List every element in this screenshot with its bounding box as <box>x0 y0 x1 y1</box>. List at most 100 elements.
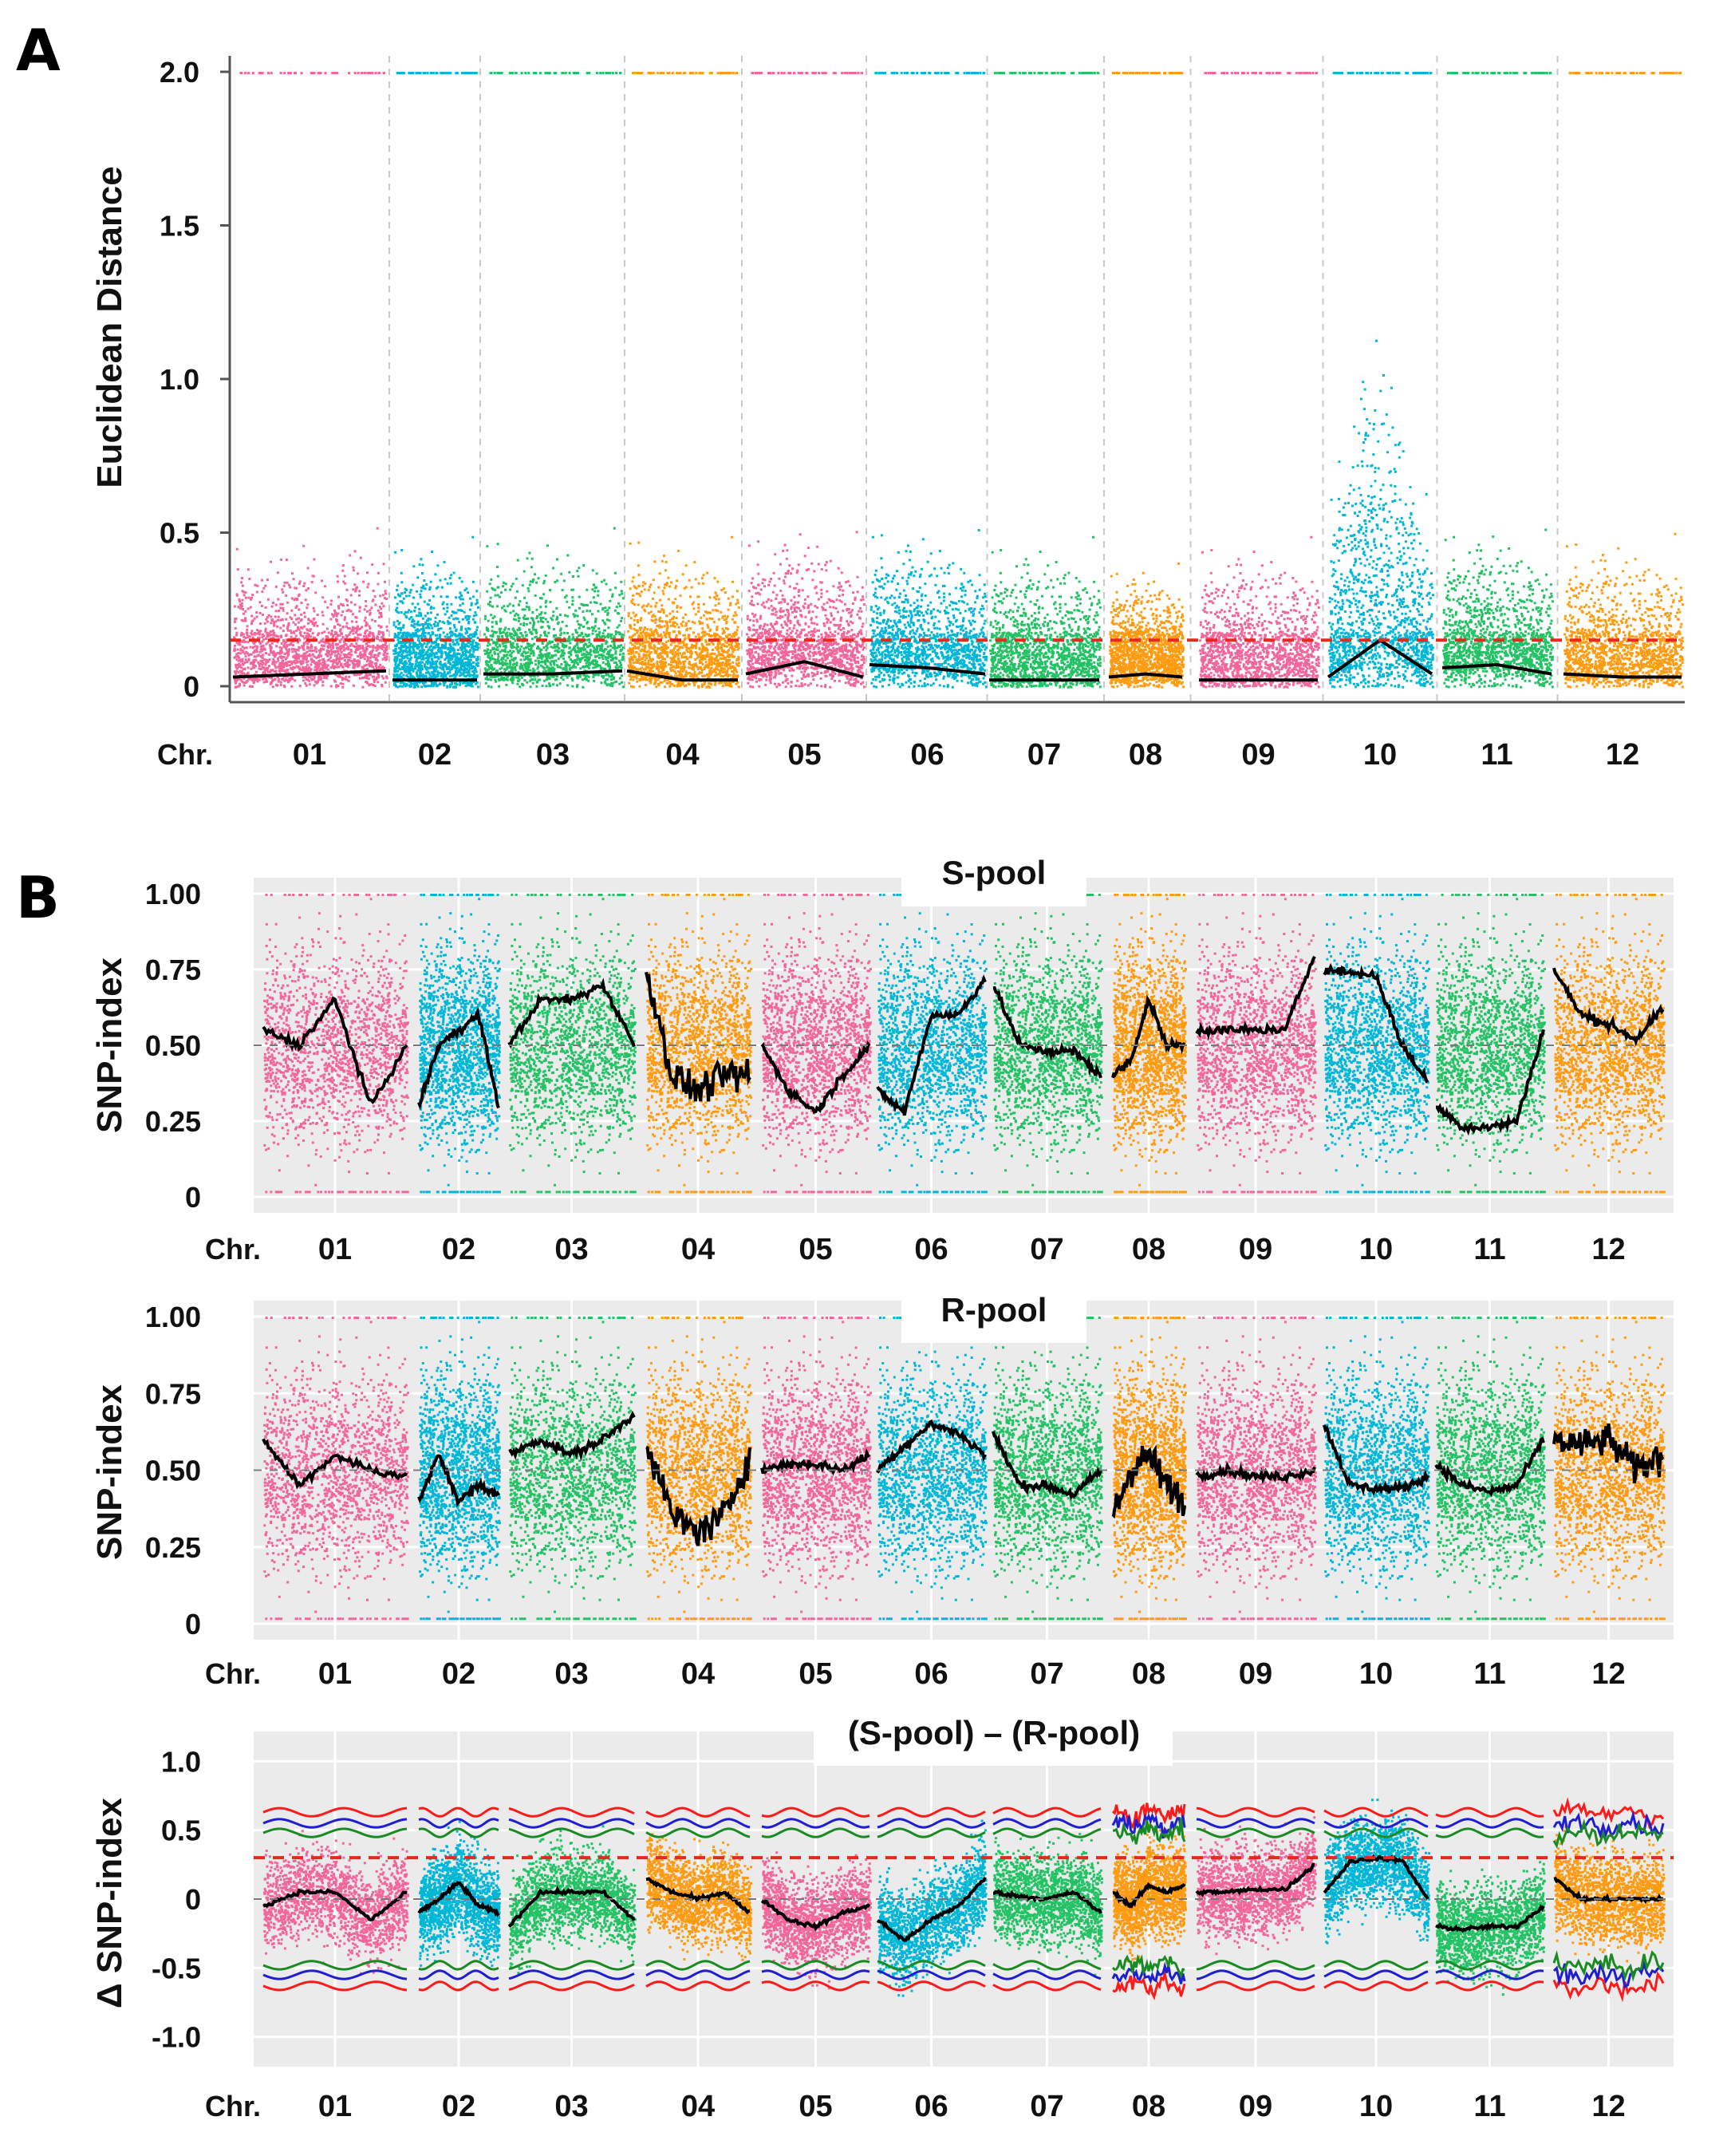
x-tick-label: 11 <box>1481 738 1512 772</box>
y-tick-label: 0.25 <box>145 1531 201 1564</box>
confidence-band-line <box>992 1960 1102 1971</box>
scatter-points-chr-11 <box>1436 1317 1546 1621</box>
confidence-band-line <box>992 1807 1102 1818</box>
scatter-points-chr-10 <box>1324 1799 1430 1945</box>
fit-line-chr-12 <box>1553 1877 1664 1905</box>
fit-line-chr-04 <box>626 669 738 682</box>
scatter-points-s-pool <box>263 894 1666 1194</box>
scatter-points-chr-02 <box>392 72 479 689</box>
x-tick-label: 02 <box>442 1657 475 1691</box>
y-tick-label: -1.0 <box>152 2021 201 2054</box>
confidence-band-line <box>645 1969 751 1980</box>
confidence-band-line <box>1111 1961 1186 1985</box>
confidence-band-line <box>508 1827 635 1838</box>
scatter-points-chr-06 <box>877 894 988 1194</box>
fit-line-chr-12 <box>1552 967 1665 1047</box>
x-tick-label: 12 <box>1591 1657 1625 1691</box>
x-tick-label: 09 <box>1239 2090 1272 2123</box>
confidence-band-line <box>877 1969 986 1980</box>
fit-line-chr-02 <box>417 1881 500 1917</box>
y-axis-label-s-pool: SNP-index <box>90 957 129 1133</box>
x-tick-label: 07 <box>1027 738 1061 772</box>
x-tick-label: 08 <box>1132 2090 1165 2123</box>
scatter-points-chr-11 <box>1436 894 1546 1194</box>
confidence-band-line <box>1111 1812 1186 1839</box>
x-axis-prefix: Chr. <box>205 1657 261 1690</box>
fit-line-chr-10 <box>1323 1424 1429 1496</box>
confidence-band-line <box>877 1980 986 1992</box>
x-tick-label: 03 <box>536 738 570 772</box>
y-tick-label: 0 <box>185 1608 201 1641</box>
x-tick-label: 09 <box>1241 738 1275 772</box>
fit-line-chr-02 <box>417 1006 500 1111</box>
x-axis-prefix: Chr. <box>205 1233 261 1266</box>
confidence-band-line <box>877 1827 986 1838</box>
confidence-band-line <box>992 1818 1102 1829</box>
scatter-points-chr-06 <box>877 1819 988 1997</box>
confidence-band-line <box>1112 1818 1186 1845</box>
x-tick-label: 08 <box>1129 738 1162 772</box>
x-tick-label: 05 <box>787 738 821 772</box>
fit-lines-r-pool <box>254 1410 1674 1546</box>
x-tick-label: 06 <box>910 738 944 772</box>
scatter-points-chr-06 <box>877 1317 988 1621</box>
x-tick-label: 07 <box>1030 1657 1063 1691</box>
fit-line-chr-02 <box>417 1454 500 1508</box>
y-tick-label: 1.0 <box>161 1745 201 1778</box>
x-tick-label: 02 <box>442 2090 475 2123</box>
y-tick-label: 0.50 <box>145 1455 201 1487</box>
confidence-band-line <box>508 1969 635 1980</box>
x-tick-label: 10 <box>1359 1233 1393 1266</box>
scatter-points-chr-02 <box>419 1820 501 1967</box>
confidence-band-line <box>645 1980 751 1992</box>
confidence-band-line <box>1435 1969 1544 1980</box>
y-tick-label: 0 <box>183 670 199 703</box>
confidence-band-line <box>877 1807 986 1818</box>
confidence-band-line <box>992 1827 1102 1838</box>
confidence-band-line <box>761 1807 870 1818</box>
x-tick-label: 08 <box>1132 1657 1165 1691</box>
fit-line-chr-06 <box>876 1419 987 1474</box>
scatter-points-a <box>233 72 1684 689</box>
x-tick-label: 02 <box>418 738 451 772</box>
confidence-band-line <box>508 1980 635 1992</box>
scatter-points-chr-01 <box>263 1317 409 1621</box>
confidence-band-line <box>877 1818 986 1829</box>
fit-line-chr-01 <box>232 669 387 679</box>
scatter-points-chr-12 <box>1554 1826 1666 1963</box>
scatter-points-chr-07 <box>993 1833 1103 1976</box>
scatter-points-chr-11 <box>1442 72 1554 689</box>
x-tick-label: 11 <box>1473 2090 1505 2123</box>
confidence-band-line <box>1323 1827 1429 1838</box>
confidence-band-line <box>992 1969 1102 1980</box>
x-tick-label: 12 <box>1591 1233 1625 1266</box>
x-tick-label: 04 <box>681 2090 715 2123</box>
fit-line-chr-11 <box>1435 1904 1545 1933</box>
confidence-band-line <box>761 1827 870 1838</box>
scatter-points-chr-05 <box>746 72 866 689</box>
fit-line-chr-03 <box>507 1885 636 1928</box>
confidence-band-line <box>1196 1980 1315 1992</box>
fit-line-chr-09 <box>1195 955 1316 1040</box>
confidence-band-line <box>1552 1950 1665 1982</box>
scatter-points-chr-04 <box>646 894 752 1194</box>
chart-title-s-pool: S-pool <box>942 854 1047 891</box>
fit-line-chr-11 <box>1435 1029 1545 1136</box>
chart-title-delta: (S-pool) – (R-pool) <box>848 1714 1140 1751</box>
x-tick-label: 05 <box>798 1233 832 1266</box>
confidence-band-line <box>1552 1971 1665 2003</box>
fit-line-chr-06 <box>869 663 986 676</box>
scatter-points-chr-06 <box>869 72 988 689</box>
scatter-points-chr-07 <box>989 72 1102 689</box>
confidence-band-line <box>418 1969 499 1980</box>
confidence-band-line <box>1323 1969 1429 1980</box>
axes-delta: 1.0 0.5 0 -0.5 -1.0 Chr. 01 02 03 04 05 06 07 08 09 10 1… <box>152 1745 1626 2123</box>
y-tick-label: 0 <box>185 1181 201 1214</box>
scatter-points-chr-07 <box>993 894 1103 1194</box>
fit-line-chr-07 <box>992 1431 1102 1501</box>
x-tick-label: 06 <box>914 1233 948 1266</box>
